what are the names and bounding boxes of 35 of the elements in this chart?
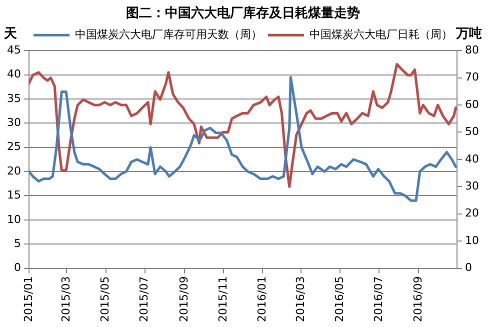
x-tick-label: 2016/07 — [372, 276, 385, 322]
y-tick-label: 0 — [14, 261, 21, 274]
y-tick-label: 25 — [6, 140, 21, 154]
x-tick-label: 2015/01 — [22, 276, 35, 322]
x-tick-label: 2015/09 — [177, 276, 190, 322]
y2-tick-label: 70 — [465, 70, 480, 84]
y2-tick-label: 50 — [465, 125, 480, 138]
y-tick-label: 10 — [6, 212, 21, 226]
y2-tick-label: 60 — [465, 98, 480, 111]
y-tick-label: 15 — [6, 188, 21, 202]
y-tick-label: 40 — [6, 68, 21, 81]
y-tick-label: 35 — [6, 92, 21, 105]
x-tick-label: 2016/05 — [332, 276, 346, 322]
x-tick-label: 2015/05 — [98, 276, 112, 322]
y-tick-label: 30 — [6, 116, 21, 130]
chart-title: 图二：中国六大电厂库存及日耗煤量走势 — [126, 5, 360, 22]
y2-tick-label: 10 — [465, 234, 480, 247]
y-tick-label: 5 — [14, 236, 21, 250]
x-tick-label: 2015/07 — [138, 276, 151, 322]
x-tick-label: 2016/09 — [411, 276, 424, 322]
legend-label: 中国煤炭六大电厂库存可用天数（周） — [75, 28, 262, 41]
y2-tick-label: 80 — [465, 43, 480, 56]
y-tick-label: 20 — [6, 164, 21, 178]
y-tick-label: 45 — [6, 43, 21, 56]
x-tick-label: 2016/01 — [255, 276, 268, 322]
x-tick-label: 2015/11 — [216, 276, 230, 322]
y2-tick-label: 20 — [465, 206, 480, 220]
x-tick-label: 2016/03 — [294, 276, 307, 322]
y-axis-title: 天 — [3, 26, 18, 42]
x-tick-label: 2015/03 — [60, 276, 73, 322]
y2-tick-label: 40 — [465, 152, 480, 166]
y2-tick-label: 0 — [465, 261, 472, 274]
y2-tick-label: 30 — [465, 180, 480, 193]
y2-axis-title: 万吨 — [455, 26, 482, 42]
legend-label: 中国煤炭六大电厂日耗（周） — [310, 28, 452, 41]
